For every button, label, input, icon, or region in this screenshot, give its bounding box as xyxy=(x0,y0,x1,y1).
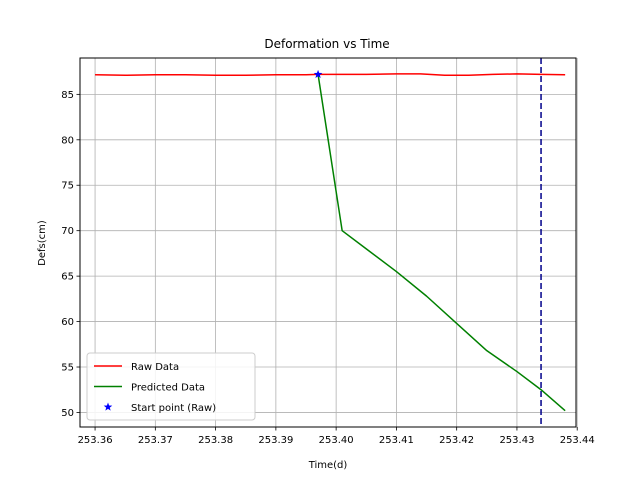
y-tick-label: 50 xyxy=(61,408,74,419)
legend-swatch-start-point-raw- xyxy=(103,402,113,411)
series-line-raw-data xyxy=(95,73,566,77)
start-point-marker xyxy=(313,69,323,78)
y-tick-label: 70 xyxy=(61,226,74,237)
markers xyxy=(313,69,323,78)
x-tick-label: 253.41 xyxy=(379,435,414,446)
x-tick-label: 253.42 xyxy=(439,435,474,446)
grid-lines xyxy=(80,58,578,427)
y-axis-label: Defs(cm) xyxy=(37,220,48,266)
plot-frame xyxy=(79,57,577,428)
legend-box xyxy=(86,352,256,421)
x-tick-label: 253.40 xyxy=(319,435,354,446)
x-axis-ticks: 253.36 253.37 253.38 253.39 253.40 253.41 253.… xyxy=(78,427,595,446)
x-tick-label: 253.44 xyxy=(560,435,595,446)
x-tick-label: 253.43 xyxy=(499,435,534,446)
y-tick-label: 85 xyxy=(61,90,74,101)
y-tick-label: 75 xyxy=(61,181,74,192)
y-axis-ticks: 50 55 60 65 70 75 80 85 xyxy=(61,90,80,419)
y-tick-label: 55 xyxy=(61,363,74,374)
legend-label-raw-data: Raw Data xyxy=(131,362,179,373)
x-tick-label: 253.36 xyxy=(78,435,113,446)
legend-label-predicted-data: Predicted Data xyxy=(131,383,205,394)
y-tick-label: 60 xyxy=(61,317,74,328)
x-tick-label: 253.38 xyxy=(198,435,233,446)
x-tick-label: 253.39 xyxy=(258,435,293,446)
legend: Raw Data Predicted Data Start point (Raw) xyxy=(86,352,256,421)
y-tick-label: 65 xyxy=(61,272,74,283)
legend-label-start-point-raw-: Start point (Raw) xyxy=(131,403,216,414)
x-tick-label: 253.37 xyxy=(138,435,173,446)
chart-title: Deformation vs Time xyxy=(264,37,389,51)
series-lines xyxy=(95,73,566,412)
y-tick-label: 80 xyxy=(61,135,74,146)
series-line-predicted-data xyxy=(317,74,566,412)
x-axis-label: Time(d) xyxy=(308,460,348,471)
